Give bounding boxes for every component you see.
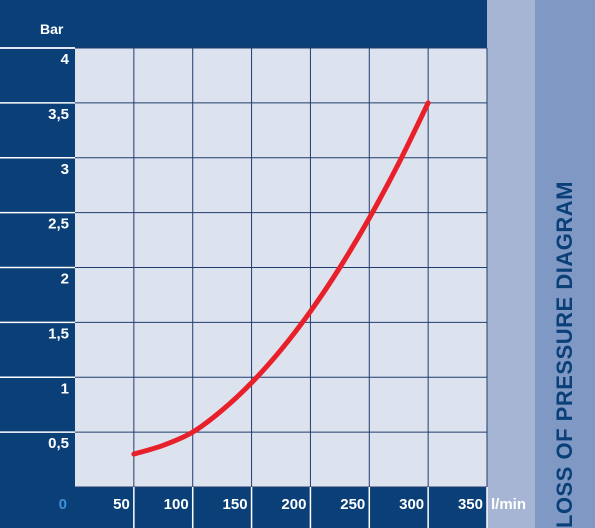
y-tick-label: 2: [61, 271, 69, 288]
x-tick-label: 300: [399, 496, 424, 513]
x-tick-label: 0: [59, 496, 67, 513]
y-tick-label: 1,5: [48, 325, 69, 342]
y-tick-labels: 0,5 1 1,5 2 2,5 3 3,5 4: [0, 47, 75, 452]
diagram-title: LOSS OF PRESSURE DIAGRAM: [552, 181, 577, 528]
x-tick-label: 200: [281, 496, 306, 513]
y-tick-label: 3,5: [48, 106, 69, 123]
x-tick-label: 150: [223, 496, 248, 513]
y-tick-label: 0,5: [48, 435, 69, 452]
x-tick-labels: 0 50 100 150 200 250 300 350: [59, 487, 488, 528]
x-tick-label: 100: [164, 496, 189, 513]
y-tick-label: 3: [61, 161, 69, 178]
y-tick-label: 4: [61, 51, 70, 68]
y-tick-label: 2,5: [48, 216, 69, 233]
top-axis-band: [0, 0, 487, 48]
y-axis-label: Bar: [40, 21, 64, 37]
x-tick-label: 350: [458, 496, 483, 513]
side-panel: [535, 0, 595, 528]
x-axis-band: [0, 487, 487, 528]
x-tick-label: 50: [113, 496, 130, 513]
y-tick-label: 1: [61, 380, 69, 397]
series-layer: [131, 100, 431, 457]
grid-lines: [75, 47, 488, 488]
series-line: [131, 100, 431, 457]
right-strip: [487, 0, 535, 528]
x-tick-label: 250: [340, 496, 365, 513]
x-axis-label: l/min: [491, 496, 526, 513]
